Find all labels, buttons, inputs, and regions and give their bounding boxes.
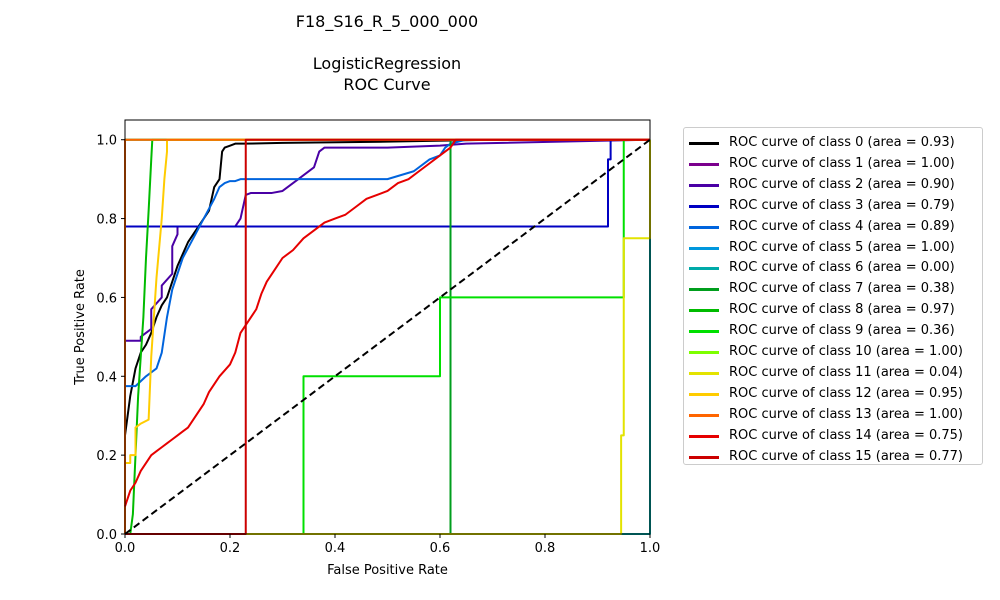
legend-item-class-14: ROC curve of class 14 (area = 0.75)	[684, 425, 982, 446]
roc-series-class-4	[124, 138, 650, 534]
legend-swatch	[689, 392, 719, 396]
roc-series-class-0	[124, 138, 650, 436]
legend-item-class-8: ROC curve of class 8 (area = 0.97)	[684, 299, 982, 320]
y-tick-label: 0.0	[96, 528, 117, 543]
legend-item-class-3: ROC curve of class 3 (area = 0.79)	[684, 195, 982, 216]
x-tick-label: 0.0	[115, 541, 136, 556]
roc-series-class-10	[124, 138, 650, 534]
plot-area-frame	[124, 119, 651, 535]
roc-series-class-12	[124, 138, 650, 534]
roc-series-class-15	[125, 138, 650, 535]
legend-item-class-12: ROC curve of class 12 (area = 0.95)	[684, 383, 982, 404]
legend-item-class-5: ROC curve of class 5 (area = 1.00)	[684, 237, 982, 258]
legend-label: ROC curve of class 13 (area = 1.00)	[729, 406, 964, 422]
legend-item-class-6: ROC curve of class 6 (area = 0.00)	[684, 257, 982, 278]
legend-item-class-7: ROC curve of class 7 (area = 0.38)	[684, 278, 982, 299]
y-tick-label: 0.8	[96, 213, 117, 228]
legend-swatch	[689, 162, 719, 166]
x-axis-label: False Positive Rate	[327, 563, 448, 578]
legend-item-class-4: ROC curve of class 4 (area = 0.89)	[684, 216, 982, 237]
y-tick-label: 0.2	[96, 449, 117, 464]
x-tick-label: 0.2	[220, 541, 241, 556]
legend-item-class-1: ROC curve of class 1 (area = 1.00)	[684, 153, 982, 174]
legend-swatch	[689, 183, 719, 187]
x-tick-label: 1.0	[640, 541, 661, 556]
legend-label: ROC curve of class 6 (area = 0.00)	[729, 260, 955, 276]
y-tick-label: 0.4	[96, 370, 117, 385]
legend-label: ROC curve of class 15 (area = 0.77)	[729, 448, 964, 464]
y-tick-label: 1.0	[96, 134, 117, 149]
legend-swatch	[689, 330, 719, 334]
legend-label: ROC curve of class 7 (area = 0.38)	[729, 281, 955, 297]
legend-swatch	[689, 371, 719, 375]
chart-legend: ROC curve of class 0 (area = 0.93) ROC cu…	[683, 127, 983, 465]
legend-label: ROC curve of class 8 (area = 0.97)	[729, 302, 955, 318]
legend-swatch	[689, 288, 719, 292]
legend-swatch	[689, 351, 719, 354]
legend-label: ROC curve of class 11 (area = 0.04)	[729, 364, 964, 380]
roc-series-class-3	[125, 138, 650, 228]
roc-series-class-9	[125, 138, 650, 535]
y-tick-label: 0.6	[96, 291, 117, 306]
legend-swatch	[689, 413, 719, 417]
legend-label: ROC curve of class 12 (area = 0.95)	[729, 385, 964, 401]
roc-series-class-8	[125, 138, 650, 535]
legend-item-class-15: ROC curve of class 15 (area = 0.77)	[684, 446, 982, 467]
roc-series-class-6	[125, 139, 651, 535]
roc-series-class-7	[125, 138, 650, 535]
roc-series-class-2	[124, 138, 651, 534]
legend-label: ROC curve of class 2 (area = 0.90)	[729, 176, 955, 192]
roc-series-class-5	[124, 138, 650, 534]
legend-label: ROC curve of class 3 (area = 0.79)	[729, 197, 955, 213]
roc-series-class-14	[124, 138, 650, 507]
x-tick-label: 0.4	[325, 541, 346, 556]
legend-item-class-10: ROC curve of class 10 (area = 1.00)	[684, 341, 982, 362]
legend-swatch	[689, 142, 719, 145]
roc-series-class-1	[124, 138, 650, 534]
chance-diagonal	[124, 138, 651, 535]
legend-label: ROC curve of class 5 (area = 1.00)	[729, 239, 955, 255]
legend-swatch	[689, 309, 719, 313]
y-axis-label: True Positive Rate	[73, 269, 88, 386]
legend-label: ROC curve of class 14 (area = 0.75)	[729, 427, 964, 443]
legend-label: ROC curve of class 10 (area = 1.00)	[729, 344, 964, 359]
legend-item-class-11: ROC curve of class 11 (area = 0.04)	[684, 362, 982, 383]
legend-item-class-13: ROC curve of class 13 (area = 1.00)	[684, 404, 982, 425]
legend-swatch	[689, 434, 719, 438]
legend-swatch	[689, 246, 719, 250]
legend-item-class-0: ROC curve of class 0 (area = 0.93)	[684, 132, 982, 153]
legend-label: ROC curve of class 4 (area = 0.89)	[729, 218, 955, 234]
legend-item-class-9: ROC curve of class 9 (area = 0.36)	[684, 320, 982, 341]
legend-label: ROC curve of class 0 (area = 0.93)	[729, 135, 955, 150]
x-tick-label: 0.8	[535, 541, 556, 556]
legend-label: ROC curve of class 1 (area = 1.00)	[729, 155, 955, 171]
roc-series-class-13	[124, 138, 650, 534]
legend-swatch	[689, 225, 719, 229]
roc-series-class-11	[125, 139, 651, 535]
legend-item-class-2: ROC curve of class 2 (area = 0.90)	[684, 174, 982, 195]
legend-swatch	[689, 267, 719, 271]
x-tick-label: 0.6	[430, 541, 451, 556]
chart-title: F18_S16_R_5_000_000	[295, 12, 479, 31]
legend-swatch	[689, 455, 719, 459]
chart-subtitle-type: ROC Curve	[343, 75, 431, 94]
legend-swatch	[689, 204, 719, 208]
chart-subtitle-model: LogisticRegression	[312, 54, 462, 73]
legend-label: ROC curve of class 9 (area = 0.36)	[729, 323, 955, 339]
